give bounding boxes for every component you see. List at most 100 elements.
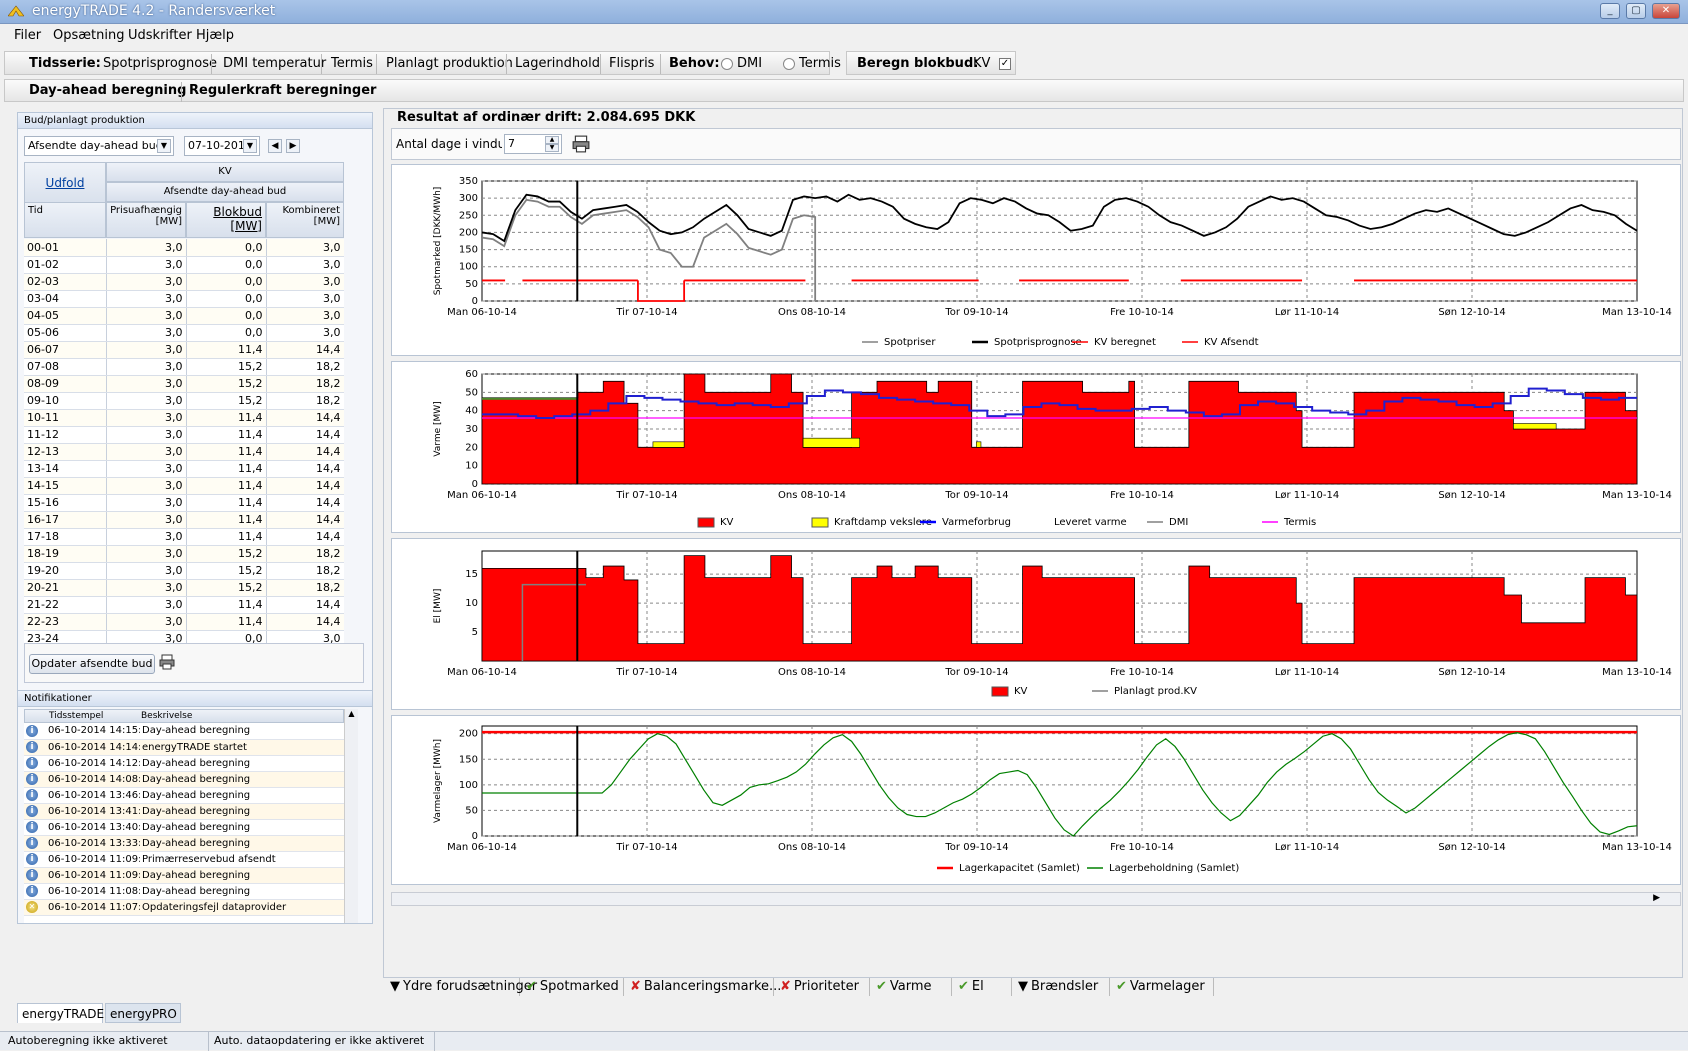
table-row[interactable]: 07-08 3,0 15,2 18,2 — [24, 358, 344, 376]
table-row[interactable]: 02-03 3,0 0,0 3,0 — [24, 273, 344, 291]
tab-section-7[interactable]: ✔ Varmelager — [1114, 978, 1214, 996]
list-item[interactable]: i 06-10-2014 11:09:10Day-ahead beregning — [24, 867, 344, 884]
x-tick-label: Tor 09-10-14 — [944, 842, 1008, 853]
print-icon[interactable] — [159, 654, 175, 670]
table-row[interactable]: 01-02 3,0 0,0 3,0 — [24, 256, 344, 274]
tidsserie-planlagt-produktion[interactable]: Planlagt produktion — [386, 56, 513, 71]
list-item[interactable]: i 06-10-2014 14:12:14Day-ahead beregning — [24, 755, 344, 772]
table-row[interactable]: 03-04 3,0 0,0 3,0 — [24, 290, 344, 308]
col-blokbud[interactable]: Blokbud [MW] — [186, 202, 266, 238]
prev-date-icon[interactable]: ◀ — [268, 139, 282, 153]
menu-hjaelp[interactable]: Hjælp — [196, 28, 235, 43]
cell-tid: 08-09 — [24, 375, 107, 393]
tab-day-ahead[interactable]: Day-ahead beregning — [29, 83, 187, 98]
table-row[interactable]: 22-23 3,0 11,4 14,4 — [24, 613, 344, 631]
opdater-afsendte-bud-button[interactable]: Opdater afsendte bud — [29, 654, 155, 674]
tidsserie-lagerindhold[interactable]: Lagerindhold — [515, 56, 600, 71]
list-item[interactable]: ✕ 06-10-2014 11:07:30Opdateringsfejl data… — [24, 899, 344, 916]
tidsserie-dmi-temperatur[interactable]: DMI temperatur — [223, 56, 327, 71]
cell-komb: 14,4 — [266, 613, 344, 631]
cell-pris: 3,0 — [106, 511, 187, 529]
list-item[interactable]: i 06-10-2014 11:08:05Day-ahead beregning — [24, 883, 344, 900]
table-row[interactable]: 13-14 3,0 11,4 14,4 — [24, 460, 344, 478]
menu-opsaetning[interactable]: Opsætning — [53, 28, 125, 43]
cell-blok: 0,0 — [186, 630, 267, 645]
table-row[interactable]: 15-16 3,0 11,4 14,4 — [24, 494, 344, 512]
list-item[interactable]: i 06-10-2014 13:41:38Day-ahead beregning — [24, 803, 344, 820]
y-tick-label: 10 — [465, 461, 478, 472]
tab-section-6[interactable]: ▼ Brændsler — [1016, 978, 1110, 996]
behov-termis-radio[interactable] — [783, 58, 795, 70]
bud-type-dropdown[interactable]: Afsendte day-ahead bud ▼ — [24, 136, 174, 156]
table-row[interactable]: 11-12 3,0 11,4 14,4 — [24, 426, 344, 444]
chevron-down-icon[interactable]: ▼ — [157, 139, 171, 153]
table-row[interactable]: 19-20 3,0 15,2 18,2 — [24, 562, 344, 580]
calendar-dropdown-icon[interactable]: ▼ — [243, 139, 257, 153]
list-item[interactable]: i 06-10-2014 14:08:18Day-ahead beregning — [24, 771, 344, 788]
table-row[interactable]: 21-22 3,0 11,4 14,4 — [24, 596, 344, 614]
horizontal-scrollbar[interactable]: ▶ — [391, 892, 1681, 906]
tab-regulerkraft[interactable]: Regulerkraft beregninger — [189, 83, 377, 98]
tab-section-2[interactable]: ✘ Balanceringsmarke... — [628, 978, 781, 996]
list-item[interactable]: i 06-10-2014 11:09:50Primærreservebud afs… — [24, 851, 344, 868]
tab-section-label: Balanceringsmarke... — [643, 979, 782, 994]
days-stepper[interactable]: 7 ▲ ▼ — [504, 134, 562, 154]
tab-section-4[interactable]: ✔ Varme — [874, 978, 952, 996]
table-row[interactable]: 17-18 3,0 11,4 14,4 — [24, 528, 344, 546]
bid-table-body: 00-01 3,0 0,0 3,0 01-02 3,0 0,0 3,0 02-03 3,0 0,0 3… — [24, 239, 344, 645]
maximize-button[interactable]: ▢ — [1626, 3, 1646, 19]
udfold-link[interactable]: Udfold — [24, 162, 106, 206]
list-item[interactable]: i 06-10-2014 13:46:56Day-ahead beregning — [24, 787, 344, 804]
list-item[interactable]: i 06-10-2014 13:40:05Day-ahead beregning — [24, 819, 344, 836]
behov-dmi-radio[interactable] — [721, 58, 733, 70]
tab-section-5[interactable]: ✔ El — [956, 978, 1012, 996]
table-row[interactable]: 06-07 3,0 11,4 14,4 — [24, 341, 344, 359]
tidsserie-label: Tidsserie: — [29, 56, 101, 71]
print-icon[interactable] — [572, 135, 590, 153]
table-row[interactable]: 16-17 3,0 11,4 14,4 — [24, 511, 344, 529]
table-row[interactable]: 12-13 3,0 11,4 14,4 — [24, 443, 344, 461]
table-row[interactable]: 20-21 3,0 15,2 18,2 — [24, 579, 344, 597]
notif-scrollbar[interactable]: ▲ — [344, 709, 358, 923]
table-row[interactable]: 18-19 3,0 15,2 18,2 — [24, 545, 344, 563]
kv-checkbox[interactable]: ✓ — [999, 58, 1011, 70]
table-row[interactable]: 00-01 3,0 0,0 3,0 — [24, 239, 344, 257]
tab-energytrade[interactable]: energyTRADE — [17, 1003, 104, 1023]
table-row[interactable]: 14-15 3,0 11,4 14,4 — [24, 477, 344, 495]
kv-label: KV — [973, 56, 991, 71]
table-row[interactable]: 05-06 3,0 0,0 3,0 — [24, 324, 344, 342]
tab-section-1[interactable]: ✔ Spotmarked — [524, 978, 624, 996]
list-item[interactable]: i 06-10-2014 13:33:52Day-ahead beregning — [24, 835, 344, 852]
cell-tid: 14-15 — [24, 477, 107, 495]
y-tick-label: 0 — [472, 831, 478, 842]
separator — [506, 54, 507, 74]
minimize-button[interactable]: _ — [1600, 3, 1620, 19]
tidsserie-flispris[interactable]: Flispris — [609, 56, 655, 71]
tab-section-0[interactable]: ▼ Ydre forudsætninger — [388, 978, 537, 996]
menu-filer[interactable]: Filer — [14, 28, 42, 43]
next-date-icon[interactable]: ▶ — [286, 139, 300, 153]
tab-section-3[interactable]: ✘ Prioriteter — [778, 978, 870, 996]
stepper-down-icon[interactable]: ▼ — [545, 144, 559, 152]
table-row[interactable]: 10-11 3,0 11,4 14,4 — [24, 409, 344, 427]
table-row[interactable]: 04-05 3,0 0,0 3,0 — [24, 307, 344, 325]
table-row[interactable]: 23-24 3,0 0,0 3,0 — [24, 630, 344, 645]
menu-udskrifter[interactable]: Udskrifter — [128, 28, 192, 43]
date-picker[interactable]: 07-10-2014 ▼ — [184, 136, 260, 156]
table-row[interactable]: 08-09 3,0 15,2 18,2 — [24, 375, 344, 393]
close-button[interactable]: ✕ — [1652, 3, 1680, 19]
list-item[interactable]: i 06-10-2014 14:14:30energyTRADE startet — [24, 739, 344, 756]
tab-energypro[interactable]: energyPRO — [105, 1003, 181, 1023]
tidsserie-termis[interactable]: Termis — [331, 56, 373, 71]
tidsserie-spotprisprognose[interactable]: Spotprisprognose — [103, 56, 218, 71]
scroll-up-icon[interactable]: ▲ — [348, 709, 355, 718]
cell-description: Day-ahead beregning — [140, 867, 344, 884]
cell-pris: 3,0 — [106, 562, 187, 580]
stepper-up-icon[interactable]: ▲ — [545, 136, 559, 144]
cell-tid: 10-11 — [24, 409, 107, 427]
scroll-right-icon[interactable]: ▶ — [1653, 893, 1660, 903]
table-row[interactable]: 09-10 3,0 15,2 18,2 — [24, 392, 344, 410]
cell-komb: 18,2 — [266, 358, 344, 376]
list-item[interactable]: i 06-10-2014 14:15:03Day-ahead beregning — [24, 723, 344, 740]
cell-pris: 3,0 — [106, 528, 187, 546]
